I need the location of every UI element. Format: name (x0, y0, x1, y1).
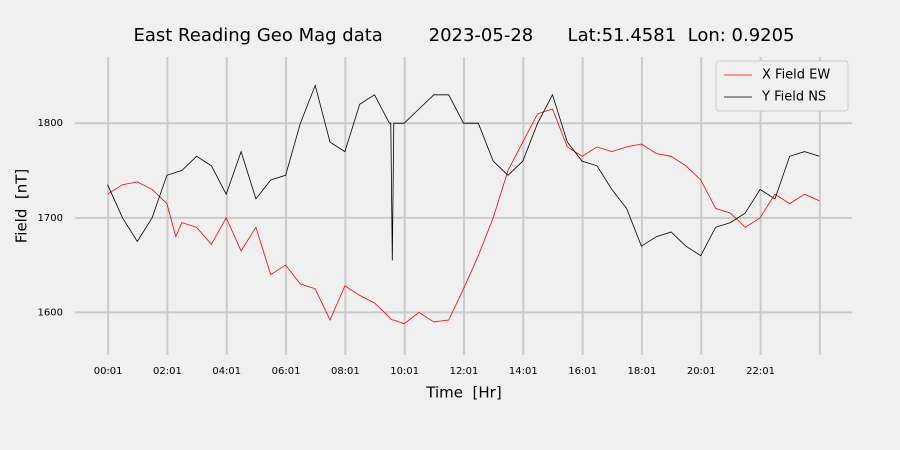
data-line (107, 108, 820, 325)
y-axis-label: Field [nT] (13, 169, 31, 244)
x-tick-label: 16:01 (568, 366, 597, 377)
y-tick-label: 1600 (38, 307, 63, 318)
legend-box (715, 60, 849, 112)
x-tick-label: 06:01 (272, 366, 301, 377)
x-tick-label: 00:01 (94, 366, 123, 377)
y-tick-label: 1800 (38, 118, 63, 129)
legend-label: Y Field NS (761, 90, 826, 105)
chart-title: East Reading Geo Mag data 2023-05-28 Lat… (133, 25, 794, 46)
x-tick-label: 18:01 (628, 366, 657, 377)
legend-label: X Field EW (762, 68, 830, 83)
y-tick-label: 1700 (38, 213, 63, 224)
x-axis-label: Time [Hr] (425, 384, 501, 402)
x-tick-label: 14:01 (509, 366, 538, 377)
x-tick-label: 08:01 (331, 366, 360, 377)
x-tick-label: 10:01 (390, 366, 419, 377)
data-line (107, 84, 820, 261)
x-tick-label: 02:01 (153, 366, 182, 377)
x-tick-label: 22:01 (746, 366, 775, 377)
x-tick-label: 04:01 (212, 366, 241, 377)
x-tick-label: 20:01 (687, 366, 716, 377)
x-tick-label: 12:01 (450, 366, 479, 377)
